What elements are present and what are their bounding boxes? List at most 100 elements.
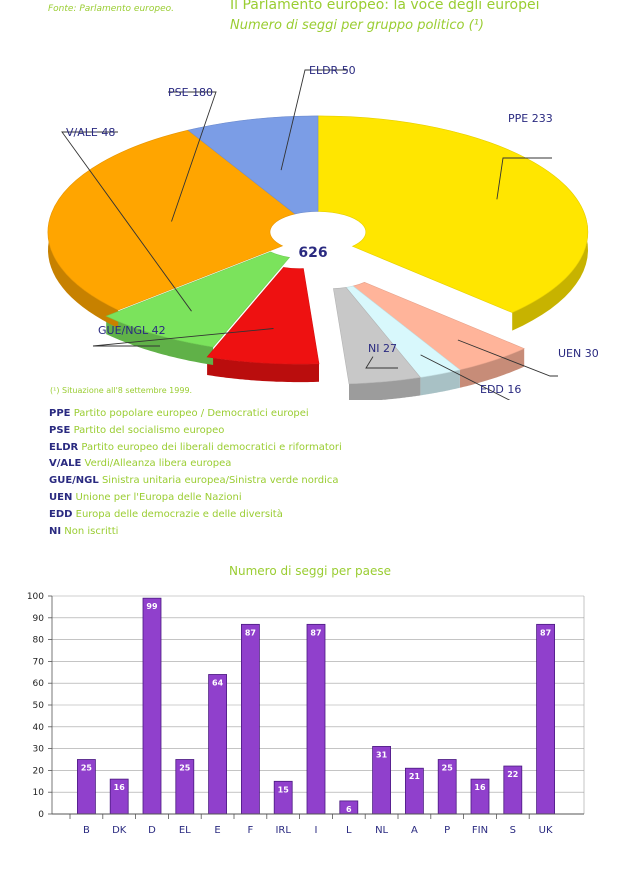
x-tick-label: DK	[112, 825, 127, 836]
x-tick-label: L	[346, 825, 352, 836]
group-legend: PPE Partito popolare europeo / Democrati…	[49, 406, 342, 540]
bar-value-label: 31	[376, 750, 388, 759]
pie-slice-label: GUE/NGL 42	[98, 324, 166, 337]
pie-slice-side	[420, 369, 460, 396]
x-tick-label: EL	[179, 825, 191, 836]
pie-slice	[187, 115, 319, 215]
legend-abbr: PPE	[49, 408, 71, 419]
legend-item: UEN Unione per l'Europa delle Nazioni	[49, 490, 342, 507]
legend-desc: Partito del socialismo europeo	[73, 424, 225, 436]
bar-value-label: 25	[442, 764, 454, 773]
bar-value-label: 87	[310, 628, 321, 637]
pie-slice-label: UEN 30	[558, 347, 599, 360]
legend-item: PSE Partito del socialismo europeo	[49, 423, 342, 440]
y-tick-label: 70	[33, 657, 45, 667]
page-title: Il Parlamento europeo: la voce degli eur…	[230, 0, 540, 13]
x-tick-label: A	[411, 825, 418, 836]
x-tick-label: B	[83, 825, 90, 836]
pie-callout: UEN 30	[457, 339, 599, 377]
bar	[208, 674, 228, 815]
bar-value-label: 25	[179, 764, 191, 773]
pie-callout: ELDR 50	[280, 64, 356, 171]
pie-slice	[206, 267, 320, 365]
x-tick-label: UK	[539, 825, 553, 836]
y-tick-label: 80	[33, 636, 45, 646]
pie-slice-side	[459, 348, 525, 388]
pie-callout: EDD 16	[420, 354, 521, 400]
x-tick-label: F	[248, 825, 254, 836]
x-tick-label: FIN	[472, 825, 488, 836]
legend-item: V/ALE Verdi/Alleanza libera europea	[49, 456, 342, 473]
legend-desc: Partito europeo dei liberali democratici…	[81, 441, 342, 453]
legend-desc: Verdi/Alleanza libera europea	[84, 458, 232, 470]
pie-slice	[47, 129, 296, 311]
bar-value-label: 99	[146, 602, 158, 611]
legend-item: ELDR Partito europeo dei liberali democr…	[49, 440, 342, 457]
bar-value-label: 16	[474, 783, 486, 792]
bar-value-label: 22	[507, 770, 518, 779]
pie-slice	[105, 251, 291, 348]
pie-callout: NI 27	[365, 342, 398, 369]
legend-desc: Unione per l'Europa delle Nazioni	[75, 491, 242, 503]
legend-desc: Partito popolare europeo / Democratici e…	[73, 408, 309, 419]
pie-slice-label: PPE 233	[508, 112, 553, 125]
pie-slice-label: V/ALE 48	[66, 126, 115, 139]
bar	[306, 623, 326, 815]
legend-abbr: PSE	[49, 424, 71, 436]
bar	[536, 623, 555, 815]
pie-chart-subtitle: Numero di seggi per gruppo politico (¹)	[230, 18, 484, 33]
pie-callout: V/ALE 48	[61, 126, 192, 312]
bar-value-label: 21	[409, 772, 421, 781]
legend-abbr: EDD	[49, 508, 73, 520]
y-tick-label: 10	[33, 788, 45, 798]
bar	[142, 597, 162, 815]
x-tick-label: D	[148, 825, 156, 836]
x-tick-label: P	[444, 825, 450, 836]
y-tick-label: 90	[33, 614, 45, 624]
pie-chart: 626 PPE 233 UEN 30 EDD 16 NI 27 GUE/NGL 42 V/A…	[47, 64, 599, 400]
x-tick-label: S	[510, 825, 516, 836]
y-tick-label: 20	[33, 766, 45, 776]
pie-slice-label: ELDR 50	[309, 64, 356, 77]
pie-total-label: 626	[298, 245, 327, 261]
pie-slice-side	[106, 316, 214, 365]
legend-item: NI Non iscritti	[49, 524, 342, 541]
bar-value-label: 87	[540, 628, 551, 637]
bar	[240, 623, 260, 815]
legend-abbr: ELDR	[49, 441, 79, 453]
legend-abbr: V/ALE	[49, 458, 82, 470]
pie-slice-side	[207, 357, 319, 383]
pie-callout: PPE 233	[496, 112, 553, 200]
y-tick-label: 100	[27, 592, 44, 602]
legend-abbr: GUE/NGL	[49, 475, 99, 487]
pie-slice-label: PSE 180	[168, 86, 213, 99]
pie-slice	[333, 287, 421, 385]
pie-slice-label: EDD 16	[480, 383, 521, 396]
y-tick-label: 60	[33, 679, 45, 689]
legend-item: EDD Europa delle democrazie e delle dive…	[49, 507, 342, 524]
y-tick-label: 50	[33, 701, 45, 711]
source-note: Fonte: Parlamento europeo.	[48, 4, 174, 14]
bar-value-label: 6	[346, 805, 352, 814]
x-tick-label: NL	[375, 825, 388, 836]
bar-value-label: 15	[278, 785, 290, 794]
legend-abbr: UEN	[49, 491, 73, 503]
legend-desc: Non iscritti	[64, 525, 119, 537]
bar-value-label: 25	[81, 764, 93, 773]
bar-value-label: 16	[114, 783, 126, 792]
pie-callout: PSE 180	[168, 86, 217, 222]
pie-slice	[317, 115, 589, 313]
pie-slice-label: NI 27	[368, 342, 397, 355]
x-tick-label: IRL	[275, 825, 291, 836]
y-tick-label: 30	[33, 745, 45, 755]
legend-item: GUE/NGL Sinistra unitaria europea/Sinist…	[49, 473, 342, 490]
y-tick-label: 0	[38, 810, 44, 820]
legend-desc: Sinistra unitaria europea/Sinistra verde…	[101, 475, 339, 487]
y-tick-label: 40	[33, 723, 45, 733]
legend-item: PPE Partito popolare europeo / Democrati…	[49, 406, 342, 423]
bar-chart: 0 10 20 30 40 50 60 70 80 90 100 25 B 16 DK 99 D 25 EL 64 E 8…	[27, 592, 585, 836]
legend-abbr: NI	[49, 525, 62, 537]
bar-value-label: 87	[245, 628, 256, 637]
x-tick-label: E	[214, 825, 220, 836]
pie-callout: GUE/NGL 42	[92, 324, 274, 347]
